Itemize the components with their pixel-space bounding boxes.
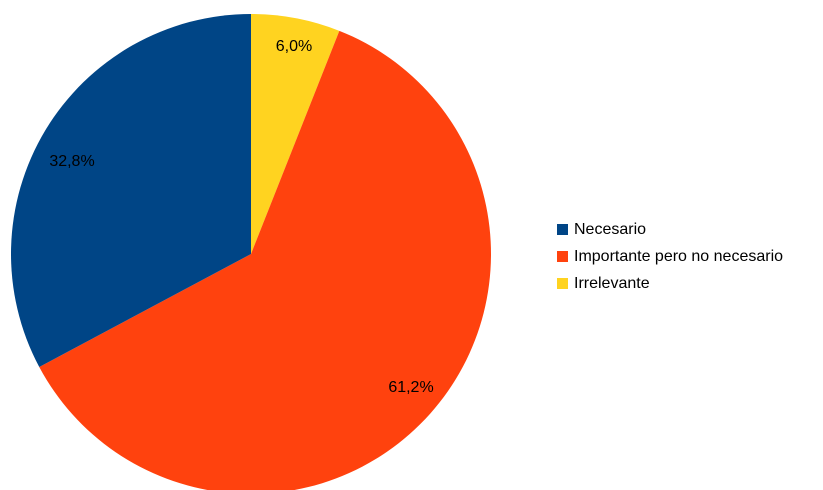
- legend-label-irrelevante: Irrelevante: [574, 274, 650, 292]
- pie-slices: [10, 13, 491, 490]
- legend-item-necesario: Necesario: [557, 216, 783, 243]
- legend-swatch-necesario: [557, 224, 568, 235]
- pie-slice-irrelevante: [251, 13, 340, 254]
- pie-data-labels: 32,8% 61,2% 6,0%: [49, 38, 433, 396]
- legend-item-irrelevante: Irrelevante: [557, 270, 783, 297]
- pie-slice-necesario: [10, 14, 251, 367]
- data-label-necesario: 32,8%: [49, 153, 94, 170]
- data-label-importante-pero-no-necesario: 61,2%: [388, 379, 433, 396]
- pie-slice-importante-pero-no-necesario: [39, 30, 491, 490]
- legend-item-importante-pero-no-necesario: Importante pero no necesario: [557, 243, 783, 270]
- legend-label-necesario: Necesario: [574, 220, 647, 238]
- legend-swatch-importante-pero-no-necesario: [557, 251, 568, 262]
- data-label-irrelevante: 6,0%: [276, 38, 312, 55]
- legend-label-importante-pero-no-necesario: Importante pero no necesario: [574, 247, 784, 265]
- chart-legend: Necesario Importante pero no necesario I…: [557, 216, 783, 297]
- legend-swatch-irrelevante: [557, 278, 568, 289]
